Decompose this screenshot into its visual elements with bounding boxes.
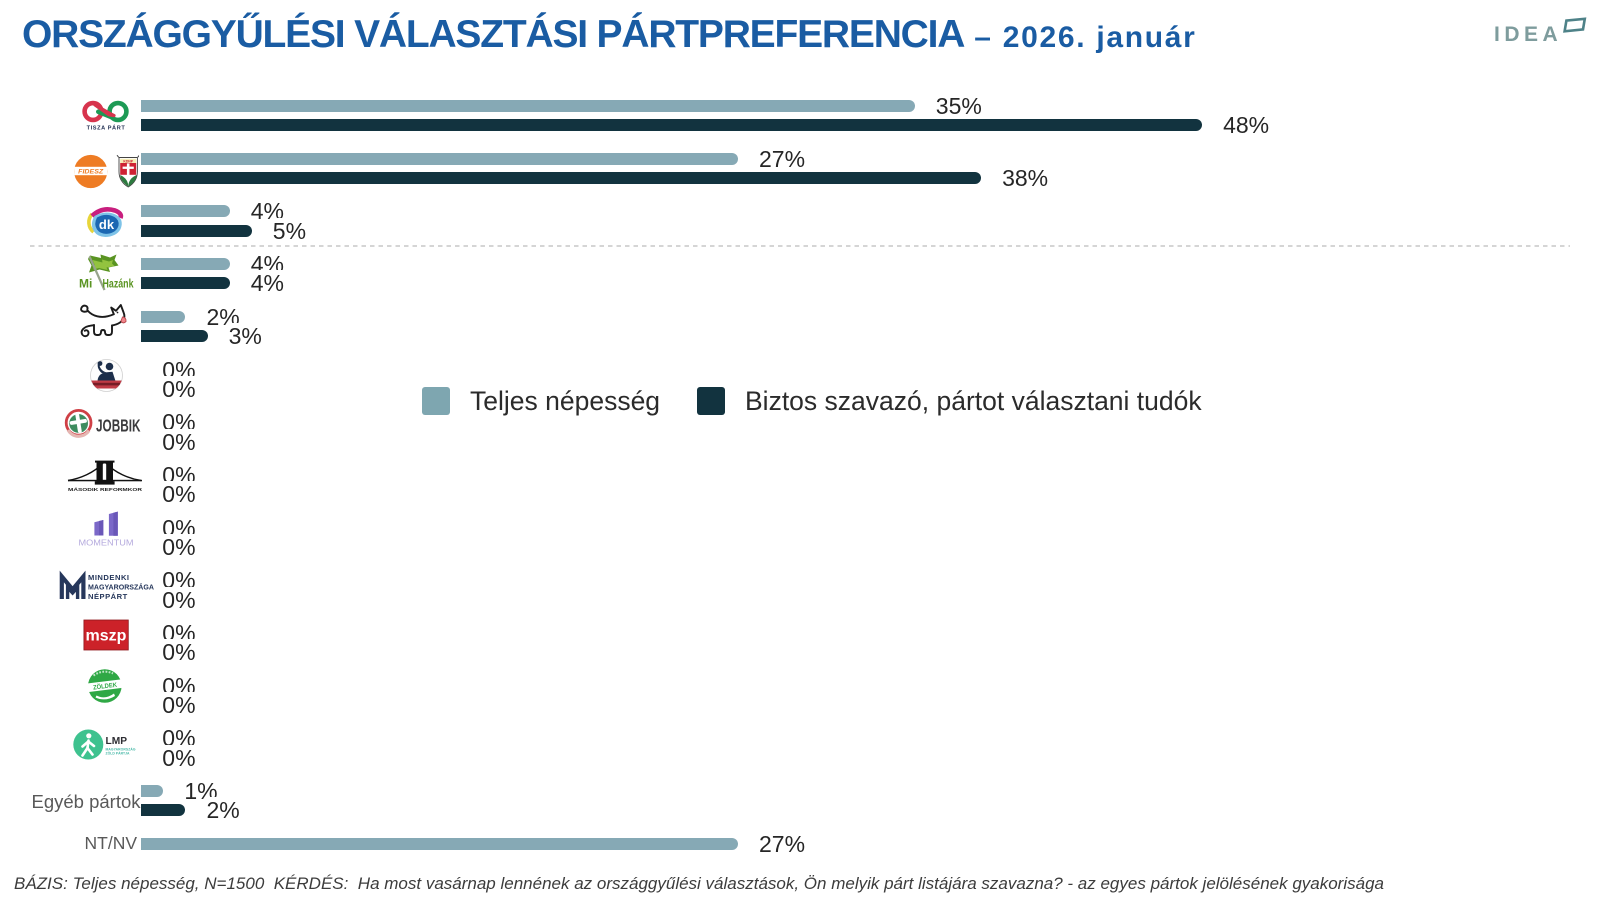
svg-text:MAGYARORSZÁGA: MAGYARORSZÁGA [88, 583, 154, 592]
svg-text:NÉPPÁRT: NÉPPÁRT [88, 592, 128, 601]
svg-text:FIDESZ: FIDESZ [78, 169, 104, 176]
svg-text:Mi: Mi [79, 277, 92, 291]
svg-text:MINDENKI: MINDENKI [88, 573, 130, 582]
svg-text:Hazánk: Hazánk [103, 277, 134, 291]
svg-text:MOMENTUM: MOMENTUM [79, 539, 134, 548]
svg-text:dk: dk [99, 217, 115, 232]
svg-text:TISZA PÁRT: TISZA PÁRT [87, 125, 126, 132]
svg-text:MAGYARORSZÁG: MAGYARORSZÁG [106, 747, 136, 752]
svg-text:MÁSODIK REFORMKOR: MÁSODIK REFORMKOR [68, 487, 143, 492]
svg-text:LMP: LMP [106, 735, 128, 747]
svg-text:ZÖLDEK: ZÖLDEK [93, 680, 118, 692]
svg-text:mszp: mszp [86, 628, 127, 645]
svg-text:ZÖLD PÁRTJA: ZÖLD PÁRTJA [106, 750, 131, 755]
svg-text:JOBBIK: JOBBIK [96, 416, 141, 436]
svg-text:KDNP: KDNP [123, 159, 133, 163]
